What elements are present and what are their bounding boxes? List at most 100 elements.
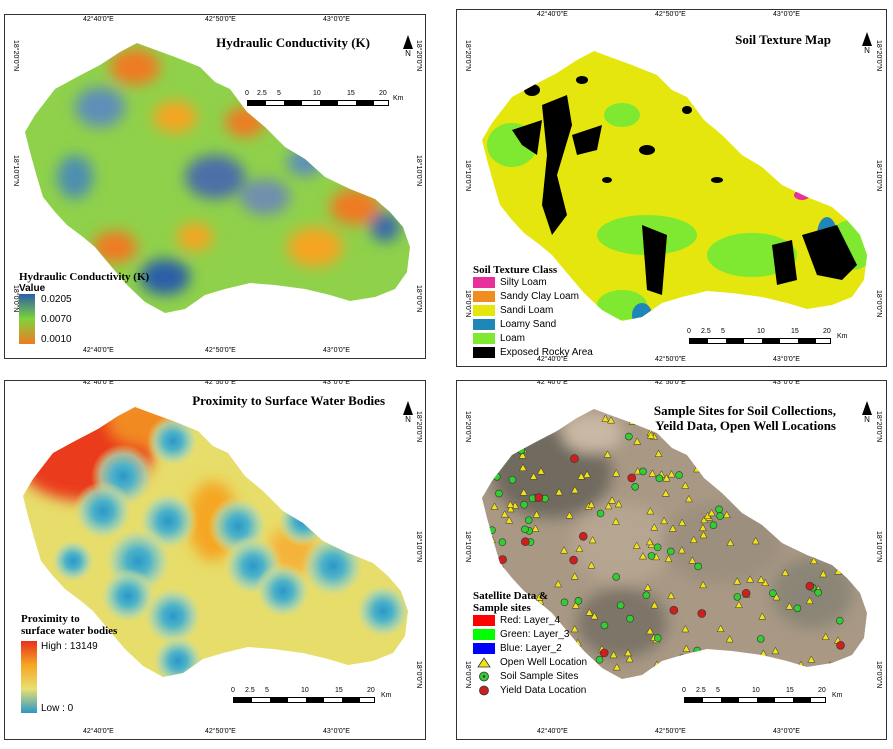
open-well-marker (668, 524, 677, 532)
open-well-marker (639, 552, 647, 560)
sample-sites-map (482, 409, 867, 679)
north-arrow-icon: N (860, 401, 874, 424)
yield-data-marker (570, 454, 579, 463)
open-well-marker (664, 433, 673, 441)
open-well-marker (699, 659, 708, 668)
soil-sample-marker (814, 588, 822, 597)
yield-data-marker (774, 497, 784, 507)
soil-sample-marker (642, 591, 651, 600)
open-well-marker (831, 493, 840, 501)
yield-data-marker (805, 581, 815, 591)
open-well-marker (633, 437, 642, 445)
open-well-marker (535, 593, 544, 601)
proximity-panel: Proximity to Surface Water Bodies N Prox… (4, 380, 426, 740)
open-well-marker (554, 579, 563, 588)
open-well-marker (807, 655, 816, 663)
open-well-marker (517, 426, 526, 435)
yield-data-marker (697, 609, 707, 618)
open-well-marker (506, 504, 515, 513)
open-well-marker (735, 600, 743, 608)
scale-bar: 0 2.5 5 10 15 20 Km (231, 687, 396, 707)
open-well-marker (646, 431, 655, 439)
soil-sample-marker (694, 562, 703, 571)
open-well-marker (667, 470, 676, 478)
soil-sample-marker (693, 646, 702, 655)
open-well-marker (560, 546, 568, 554)
scale-bar: 0 2.5 5 10 15 20 Km (682, 687, 847, 707)
yield-data-marker (669, 605, 679, 615)
legend-item: Green: Layer_3 (473, 628, 587, 642)
open-well-marker (685, 494, 693, 503)
open-well-marker (698, 523, 707, 531)
open-well-marker (699, 530, 708, 539)
yield-data-marker (741, 588, 751, 598)
yield-data-marker (534, 493, 544, 502)
open-well-marker (807, 498, 816, 506)
soil-sample-marker (596, 509, 605, 518)
open-well-marker (612, 663, 621, 671)
open-well-marker (609, 650, 618, 659)
open-well-marker (729, 481, 738, 490)
open-well-marker (819, 569, 828, 578)
open-well-marker (678, 518, 687, 526)
open-well-marker (781, 568, 790, 576)
open-well-marker (607, 416, 615, 424)
soil-sample-marker (793, 604, 802, 613)
open-well-marker (570, 572, 579, 580)
yield-data-marker (836, 640, 845, 650)
hydraulic-conductivity-map (25, 43, 410, 313)
legend-item: Silty Loam (473, 276, 593, 290)
open-well-marker (643, 583, 652, 591)
yield-data-marker (521, 537, 530, 546)
k-legend: Hydraulic Conductivity (K) Value 0.0205 … (19, 271, 150, 345)
legend-item: Blue: Layer_2 (473, 642, 587, 656)
open-well-marker (821, 632, 830, 640)
soil-sample-marker (709, 521, 718, 529)
soil-sample-marker (616, 601, 625, 610)
map-title: Proximity to Surface Water Bodies (192, 393, 385, 408)
legend-item: Soil Sample Sites (473, 670, 587, 684)
open-well-marker (772, 592, 781, 601)
soil-sample-marker (600, 621, 609, 630)
open-well-marker (650, 523, 659, 531)
soil-sample-marker (800, 516, 809, 525)
soil-sample-marker (647, 552, 656, 560)
proximity-legend: Proximity to surface water bodies High :… (21, 613, 118, 714)
open-well-marker (570, 624, 579, 633)
open-well-marker (833, 542, 842, 551)
open-well-marker (551, 421, 560, 430)
open-well-marker (722, 510, 731, 519)
soil-sample-marker (626, 614, 634, 623)
open-well-marker (500, 510, 509, 518)
open-well-marker (575, 544, 584, 552)
open-well-marker (628, 417, 637, 425)
yield-data-marker (494, 456, 503, 465)
soil-sample-marker (835, 616, 844, 625)
open-well-marker (612, 469, 621, 477)
open-well-marker (571, 601, 580, 609)
open-well-marker (810, 477, 819, 486)
open-well-marker (547, 409, 556, 417)
open-well-marker (587, 561, 596, 569)
soil-sample-marker (524, 516, 533, 525)
open-well-marker (537, 467, 545, 475)
open-well-marker (529, 472, 538, 480)
red-circle-icon (479, 685, 489, 696)
open-well-marker (624, 648, 632, 657)
soil-sample-marker (756, 635, 765, 643)
soil-sample-marker (488, 526, 496, 534)
open-well-marker (729, 450, 738, 458)
soil-sample-marker (612, 573, 621, 581)
open-well-marker (588, 535, 597, 544)
open-well-marker (677, 546, 686, 554)
open-well-marker (601, 414, 610, 422)
soil-sample-marker (655, 474, 664, 483)
open-well-marker (664, 554, 673, 563)
yield-data-marker (593, 668, 603, 677)
open-well-marker (587, 500, 596, 508)
north-arrow-icon: N (860, 32, 874, 55)
open-well-marker (772, 444, 781, 452)
open-well-marker (809, 556, 818, 565)
open-well-marker (490, 502, 499, 510)
open-well-marker (654, 449, 663, 457)
